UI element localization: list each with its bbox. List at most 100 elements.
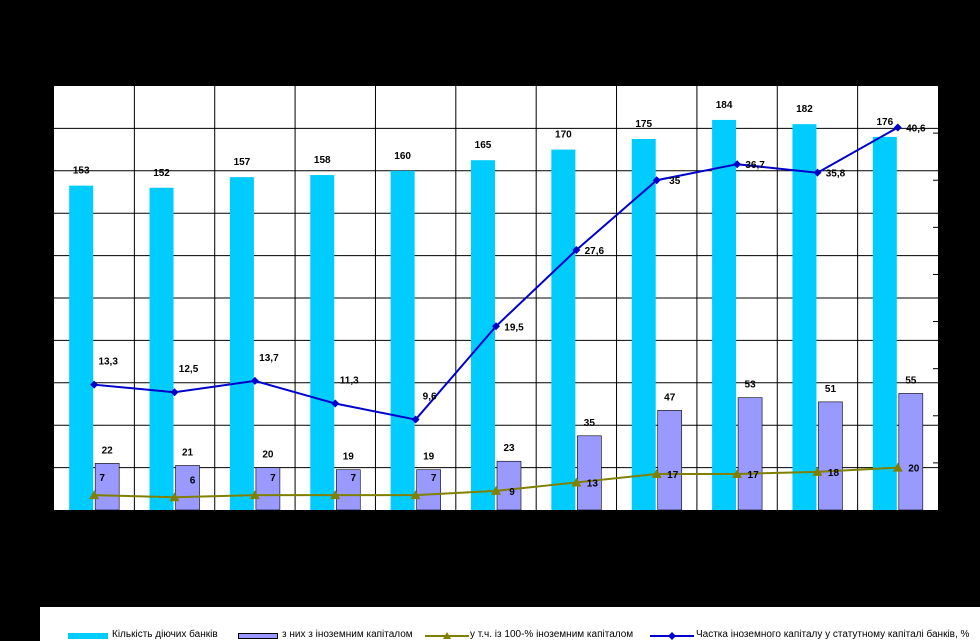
- legend-swatch-share: [650, 632, 694, 640]
- legend: Кількість діючих банків з них з іноземни…: [40, 607, 980, 641]
- marker-triangle: [571, 477, 582, 487]
- bar-foreign: [737, 397, 763, 511]
- label-100pct: 13: [587, 478, 599, 489]
- label-foreign: 53: [745, 380, 757, 391]
- label-share: 27,6: [585, 246, 605, 257]
- marker-diamond: [250, 376, 259, 385]
- bar-foreign: [416, 469, 441, 511]
- label-main: 165: [475, 140, 492, 151]
- marker-triangle: [892, 462, 903, 472]
- label-100pct: 17: [667, 470, 679, 481]
- label-100pct: 7: [99, 473, 105, 484]
- bar-main: [631, 139, 656, 510]
- label-foreign: 20: [262, 450, 274, 461]
- label-share: 12,5: [179, 364, 199, 375]
- label-share: 40,6: [906, 123, 926, 134]
- line-100pct-series: [89, 462, 903, 502]
- bar-main: [712, 119, 737, 511]
- label-100pct: 17: [748, 470, 760, 481]
- label-foreign: 23: [503, 443, 515, 454]
- legend-swatch-main: [68, 633, 108, 639]
- label-share: 13,7: [259, 353, 279, 364]
- marker-triangle: [491, 485, 501, 495]
- label-100pct: 20: [908, 464, 920, 475]
- marker-triangle: [812, 466, 823, 476]
- label-100pct: 7: [270, 473, 276, 484]
- grid-lines: [54, 86, 938, 510]
- marker-triangle: [249, 490, 260, 500]
- label-share: 19,5: [504, 322, 524, 333]
- bar-foreign: [657, 410, 683, 511]
- label-100pct: 6: [190, 475, 196, 486]
- label-share: 11,3: [340, 376, 359, 387]
- bar-main: [310, 175, 335, 511]
- marker-diamond: [733, 160, 742, 169]
- bars-main-series: [69, 119, 897, 511]
- legend-swatch-foreign: [238, 633, 278, 639]
- bar-main: [792, 124, 817, 510]
- bar-foreign: [818, 401, 843, 511]
- label-main: 170: [555, 130, 572, 141]
- bar-foreign: [496, 460, 522, 511]
- label-main: 160: [394, 151, 411, 162]
- label-100pct: 7: [350, 473, 356, 484]
- marker-diamond: [813, 168, 822, 177]
- bar-main: [872, 136, 897, 510]
- legend-label-share: Частка іноземного капіталу у статутному …: [696, 629, 970, 640]
- legend-label-foreign: з них з іноземним капіталом: [282, 629, 413, 640]
- label-foreign: 19: [423, 452, 435, 463]
- label-main: 175: [635, 119, 652, 130]
- label-share: 35: [669, 176, 681, 187]
- legend-swatch-100pct: [425, 632, 469, 639]
- line-share-series: [90, 123, 902, 424]
- label-foreign: 35: [584, 418, 596, 429]
- label-100pct: 18: [828, 468, 840, 479]
- marker-diamond: [572, 245, 581, 254]
- label-foreign: 21: [182, 447, 194, 458]
- label-share: 36,7: [745, 160, 765, 171]
- label-100pct: 9: [509, 487, 515, 498]
- marker-diamond: [652, 176, 661, 185]
- bars-foreign-series: [94, 393, 924, 511]
- label-foreign: 19: [343, 452, 355, 463]
- legend-label-main: Кількість діючих банків: [112, 629, 218, 640]
- bar-main: [390, 170, 415, 511]
- label-foreign: 55: [905, 375, 917, 386]
- bar-foreign: [898, 393, 924, 511]
- bar-main: [471, 160, 495, 510]
- bar-main: [229, 177, 254, 510]
- secondary-axis-ticks: [933, 132, 938, 464]
- label-main: 158: [314, 155, 331, 166]
- marker-diamond: [90, 380, 99, 389]
- label-main: 153: [73, 166, 90, 177]
- marker-diamond: [331, 399, 340, 408]
- bar-main: [551, 149, 576, 510]
- bar-foreign: [255, 467, 281, 511]
- marker-triangle: [169, 492, 180, 502]
- label-foreign: 22: [102, 445, 114, 456]
- bar-main: [69, 185, 94, 510]
- marker-triangle: [89, 490, 100, 500]
- label-main: 157: [234, 157, 251, 168]
- marker-triangle: [732, 468, 743, 478]
- marker-diamond: [492, 322, 500, 331]
- marker-diamond: [170, 388, 179, 397]
- label-foreign: 47: [664, 392, 676, 403]
- bar-main: [149, 187, 174, 510]
- marker-triangle: [410, 490, 421, 500]
- label-share: 35,8: [826, 169, 846, 180]
- label-main: 184: [716, 100, 733, 111]
- label-share: 13,3: [98, 357, 118, 368]
- label-main: 152: [153, 168, 170, 179]
- marker-diamond: [411, 415, 420, 424]
- marker-triangle: [651, 468, 662, 478]
- marker-triangle: [330, 490, 341, 500]
- marker-diamond: [893, 123, 902, 132]
- label-main: 176: [876, 117, 893, 128]
- legend-label-100pct: у т.ч. із 100-% іноземним капіталом: [470, 629, 634, 640]
- label-share: 9,6: [423, 392, 437, 403]
- bar-foreign: [335, 469, 361, 511]
- bar-foreign: [94, 463, 120, 511]
